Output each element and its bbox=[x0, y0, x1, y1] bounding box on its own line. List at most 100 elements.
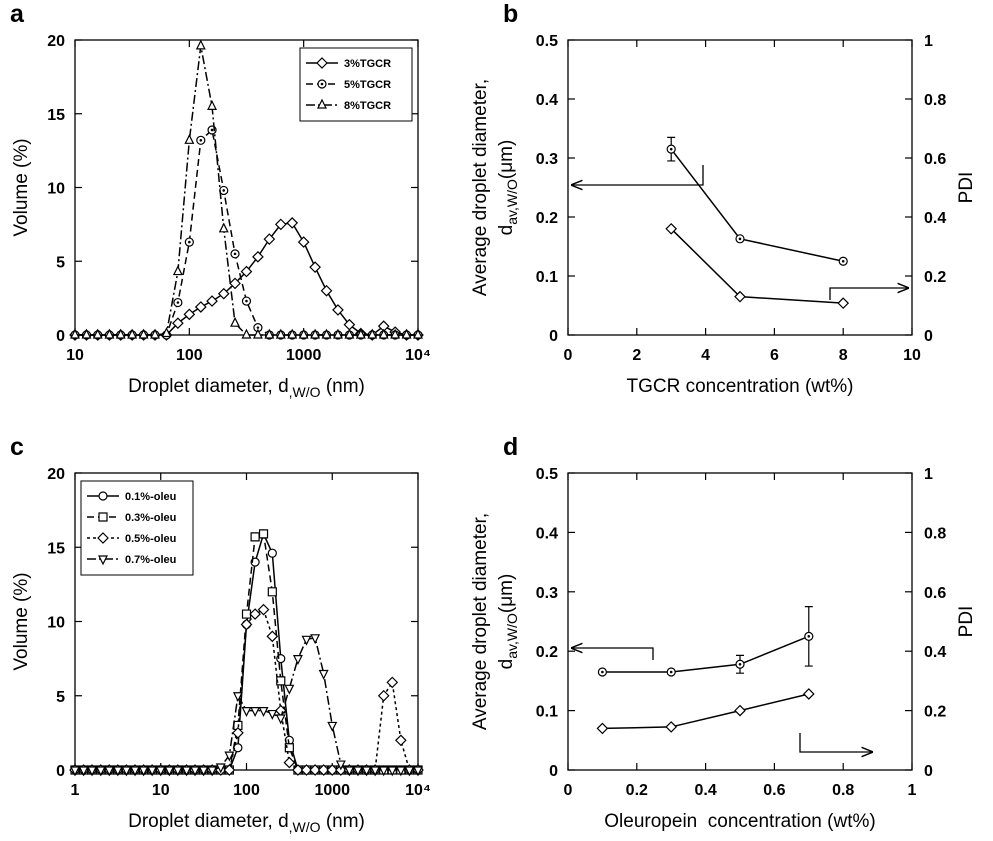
y2-tick-label: 0.2 bbox=[924, 704, 946, 721]
data-point bbox=[317, 764, 330, 776]
data-point bbox=[232, 727, 244, 739]
panel: c 1 10 100 1000 10⁴ 0 5 10 15 20 Droplet diameter, … bbox=[10, 433, 431, 835]
data-point bbox=[735, 659, 745, 669]
data-point bbox=[115, 328, 126, 339]
data-point bbox=[300, 764, 313, 776]
data-point bbox=[207, 100, 218, 110]
data-point bbox=[138, 766, 149, 777]
data-point bbox=[274, 218, 287, 231]
plot-frame bbox=[567, 39, 913, 336]
y2-tick-label: 0.8 bbox=[924, 525, 946, 542]
data-point bbox=[390, 328, 401, 339]
data-point bbox=[284, 743, 294, 753]
data-point bbox=[240, 265, 253, 278]
data-point bbox=[127, 328, 138, 339]
data-point bbox=[666, 144, 676, 154]
y-tick-label: 20 bbox=[47, 466, 65, 483]
legend-marker bbox=[98, 555, 108, 566]
x-tick-label: 6 bbox=[770, 347, 779, 364]
data-point bbox=[838, 256, 848, 266]
y2-tick-label: 0 bbox=[924, 328, 933, 345]
data-point bbox=[249, 608, 261, 620]
legend-marker bbox=[97, 532, 109, 544]
data-point bbox=[164, 766, 175, 777]
data-point bbox=[361, 766, 372, 777]
data-point bbox=[138, 328, 149, 339]
data-point bbox=[666, 667, 676, 677]
data-point bbox=[287, 328, 298, 339]
data-point bbox=[301, 635, 312, 646]
x-tick-label: 0.8 bbox=[832, 782, 854, 799]
data-point bbox=[275, 328, 286, 339]
data-point bbox=[292, 655, 303, 665]
data-point bbox=[172, 766, 183, 777]
data-point bbox=[240, 618, 253, 631]
y-axis-label-sub: av,W/O bbox=[504, 179, 520, 225]
y-tick-label: 5 bbox=[56, 254, 65, 271]
x-tick-label: 0 bbox=[564, 782, 573, 799]
data-point bbox=[173, 297, 183, 308]
y-tick-label: 10 bbox=[47, 181, 65, 198]
data-point bbox=[310, 634, 321, 645]
y2-tick-label: 0.6 bbox=[924, 585, 946, 602]
data-point bbox=[224, 751, 235, 762]
data-point bbox=[344, 328, 355, 339]
y2-tick-label: 1 bbox=[924, 33, 933, 50]
x-tick-label: 0 bbox=[564, 347, 573, 364]
data-point bbox=[229, 277, 241, 290]
x-tick-label: 1 bbox=[908, 782, 917, 799]
data-point bbox=[70, 328, 80, 339]
data-point bbox=[252, 328, 263, 339]
x-axis-label: TGCR concentration (wt%) bbox=[626, 376, 853, 397]
series-line bbox=[670, 148, 844, 262]
data-point bbox=[335, 760, 346, 771]
data-point bbox=[150, 328, 160, 339]
data-point bbox=[734, 290, 746, 303]
data-point bbox=[241, 328, 252, 339]
data-point bbox=[219, 185, 229, 196]
series-line bbox=[75, 222, 418, 336]
y-tick-label: 0.2 bbox=[536, 210, 558, 227]
x-tick-label: 1000 bbox=[314, 782, 350, 799]
arrow bbox=[829, 288, 908, 300]
data-point bbox=[309, 764, 321, 776]
data-point bbox=[181, 766, 192, 777]
data-point bbox=[309, 261, 321, 273]
y2-tick-label: 1 bbox=[924, 466, 933, 483]
data-point bbox=[352, 766, 363, 777]
data-point bbox=[596, 722, 609, 735]
series-line bbox=[602, 635, 810, 673]
x-tick-label: 10 bbox=[903, 347, 921, 364]
y-axis-label: dav,W/O(μm) bbox=[496, 140, 520, 236]
data-point bbox=[378, 766, 389, 777]
y-axis-label: Volume (%) bbox=[11, 572, 32, 670]
data-point bbox=[298, 328, 309, 339]
data-point bbox=[804, 631, 814, 641]
y-tick-label: 0.3 bbox=[536, 585, 558, 602]
data-point bbox=[241, 609, 252, 619]
x-axis-label-unit: (nm) bbox=[321, 376, 365, 397]
x-tick-label: 100 bbox=[233, 782, 260, 799]
y-tick-label: 0.1 bbox=[536, 704, 558, 721]
y-axis-label-symbol: d bbox=[496, 225, 517, 236]
y-axis-label: Volume (%) bbox=[11, 138, 32, 236]
data-point bbox=[112, 766, 123, 777]
legend: 0.1%-oleu 0.3%-oleu 0.5%-oleu 0.7%-oleu bbox=[80, 480, 194, 576]
series-line bbox=[602, 693, 809, 730]
data-point bbox=[195, 39, 206, 50]
data-point bbox=[665, 721, 678, 733]
y-axis-label: Average droplet diameter, bbox=[470, 79, 491, 296]
y2-tick-label: 0.6 bbox=[924, 151, 946, 168]
data-point bbox=[321, 328, 332, 339]
data-point bbox=[81, 328, 92, 339]
data-point bbox=[230, 249, 240, 259]
x-tick-label: 10⁴ bbox=[405, 782, 431, 799]
y2-tick-label: 0.2 bbox=[924, 269, 946, 286]
x-axis-label-text: Oleuropein concentration (wt%) bbox=[604, 811, 875, 832]
data-point bbox=[198, 766, 209, 777]
data-point bbox=[230, 316, 240, 327]
x-tick-label: 1000 bbox=[286, 347, 322, 364]
data-point bbox=[387, 766, 398, 777]
data-point bbox=[155, 766, 166, 777]
